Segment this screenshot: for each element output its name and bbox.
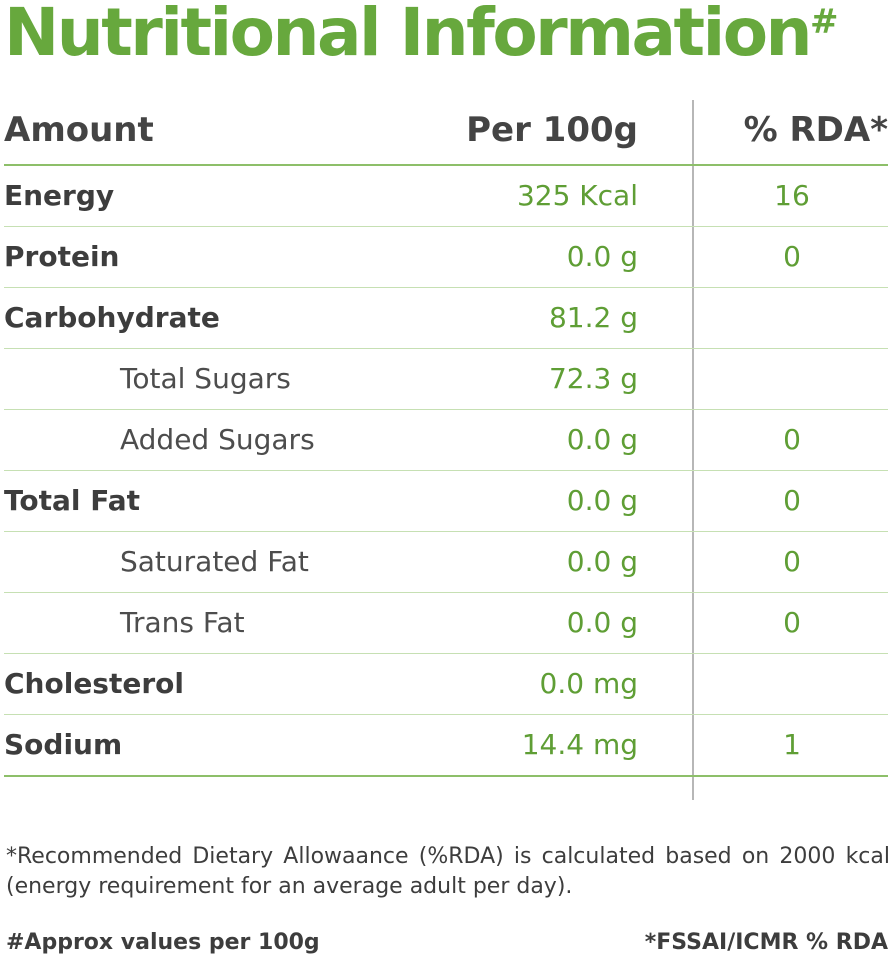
row-value: 0.0 g xyxy=(566,240,638,273)
row-value: 0.0 g xyxy=(566,484,638,517)
row-name: Cholesterol xyxy=(4,667,184,700)
table-row: Added Sugars 0.0 g 0 xyxy=(4,410,888,471)
row-name: Total Sugars xyxy=(120,362,291,395)
rda-source-note: *FSSAI/ICMR % RDA xyxy=(644,930,888,955)
row-rda: 0 xyxy=(783,423,801,456)
header-per-100g: Per 100g xyxy=(466,110,638,150)
table-row: Total Fat 0.0 g 0 xyxy=(4,471,888,532)
header-rda: % RDA* xyxy=(743,110,888,150)
header-amount: Amount xyxy=(4,110,154,150)
row-value: 14.4 mg xyxy=(521,728,638,761)
row-rda: 0 xyxy=(783,606,801,639)
row-rda: 16 xyxy=(774,179,810,212)
row-name: Saturated Fat xyxy=(120,545,309,578)
title-mark: # xyxy=(810,2,839,42)
row-value: 72.3 g xyxy=(548,362,638,395)
table-row: Energy 325 Kcal 16 xyxy=(4,166,888,227)
row-name: Sodium xyxy=(4,728,123,761)
page-title: Nutritional Information# xyxy=(4,0,839,71)
table-row: Total Sugars 72.3 g xyxy=(4,349,888,410)
rda-footnote: *Recommended Dietary Allowaance (%RDA) i… xyxy=(6,844,890,899)
row-name: Protein xyxy=(4,240,120,273)
row-name: Trans Fat xyxy=(120,606,245,639)
row-name: Total Fat xyxy=(4,484,141,517)
row-rda: 0 xyxy=(783,484,801,517)
row-value: 81.2 g xyxy=(548,301,638,334)
table-row: Trans Fat 0.0 g 0 xyxy=(4,593,888,654)
table-row: Sodium 14.4 mg 1 xyxy=(4,715,888,777)
row-value: 0.0 g xyxy=(566,423,638,456)
row-name: Carbohydrate xyxy=(4,301,220,334)
table-row: Cholesterol 0.0 mg xyxy=(4,654,888,715)
row-value: 0.0 mg xyxy=(539,667,638,700)
table-header: Amount Per 100g % RDA* xyxy=(4,100,888,166)
row-rda: 0 xyxy=(783,545,801,578)
table-row: Saturated Fat 0.0 g 0 xyxy=(4,532,888,593)
row-value: 0.0 g xyxy=(566,606,638,639)
table-row: Protein 0.0 g 0 xyxy=(4,227,888,288)
column-divider xyxy=(692,100,694,800)
row-value: 0.0 g xyxy=(566,545,638,578)
table-row: Carbohydrate 81.2 g xyxy=(4,288,888,349)
row-value: 325 Kcal xyxy=(516,179,638,212)
row-name: Energy xyxy=(4,179,115,212)
title-text: Nutritional Information xyxy=(4,0,813,71)
nutrition-table: Amount Per 100g % RDA* Energy 325 Kcal 1… xyxy=(4,100,888,777)
approx-values-note: #Approx values per 100g xyxy=(6,930,320,955)
row-name: Added Sugars xyxy=(120,423,315,456)
row-rda: 1 xyxy=(783,728,801,761)
row-rda: 0 xyxy=(783,240,801,273)
